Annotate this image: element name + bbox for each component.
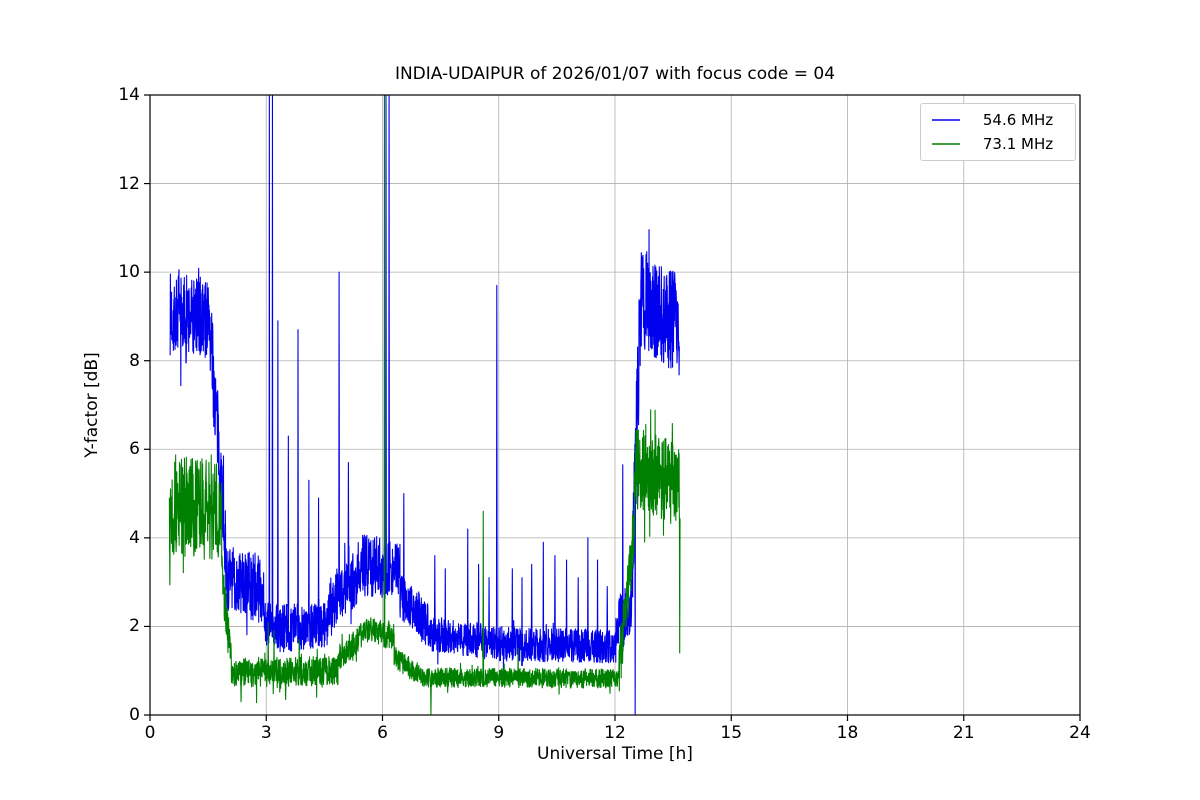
x-tick-label: 9 bbox=[493, 723, 505, 743]
legend-line-54-6-mhz bbox=[932, 119, 960, 121]
x-tick-label: 3 bbox=[260, 723, 272, 743]
chart-title: INDIA-UDAIPUR of 2026/01/07 with focus c… bbox=[394, 64, 836, 84]
y-tick-label: 8 bbox=[129, 350, 140, 371]
legend-entry-73-1-mhz: 73.1 MHz bbox=[931, 135, 1065, 153]
y-tick-label: 0 bbox=[129, 705, 140, 725]
x-tick-label: 24 bbox=[1069, 723, 1091, 743]
y-tick-label: 4 bbox=[129, 527, 140, 548]
x-tick-label: 0 bbox=[144, 723, 156, 743]
legend-label-73-1-mhz: 73.1 MHz bbox=[982, 135, 1054, 153]
legend-line-73-1-mhz bbox=[932, 143, 960, 145]
x-tick-label: 6 bbox=[377, 723, 388, 743]
y-tick-label: 2 bbox=[129, 616, 140, 637]
series-line-1 bbox=[168, 94, 681, 715]
legend-label-54-6-mhz: 54.6 MHz bbox=[982, 111, 1054, 129]
x-axis-label: Universal Time [h] bbox=[537, 744, 693, 764]
series-line-0 bbox=[169, 94, 680, 716]
x-tick-label: 21 bbox=[952, 723, 975, 743]
x-tick-label: 15 bbox=[720, 723, 743, 743]
x-tick-label: 12 bbox=[604, 723, 626, 743]
y-tick-label: 14 bbox=[118, 85, 140, 105]
y-tick-label: 6 bbox=[129, 439, 140, 460]
y-tick-label: 12 bbox=[118, 173, 140, 194]
y-tick-label: 10 bbox=[118, 262, 140, 283]
legend-entry-54-6-mhz: 54.6 MHz bbox=[931, 111, 1065, 129]
x-tick-label: 18 bbox=[836, 723, 859, 743]
legend: 54.6 MHz 73.1 MHz bbox=[920, 103, 1076, 161]
